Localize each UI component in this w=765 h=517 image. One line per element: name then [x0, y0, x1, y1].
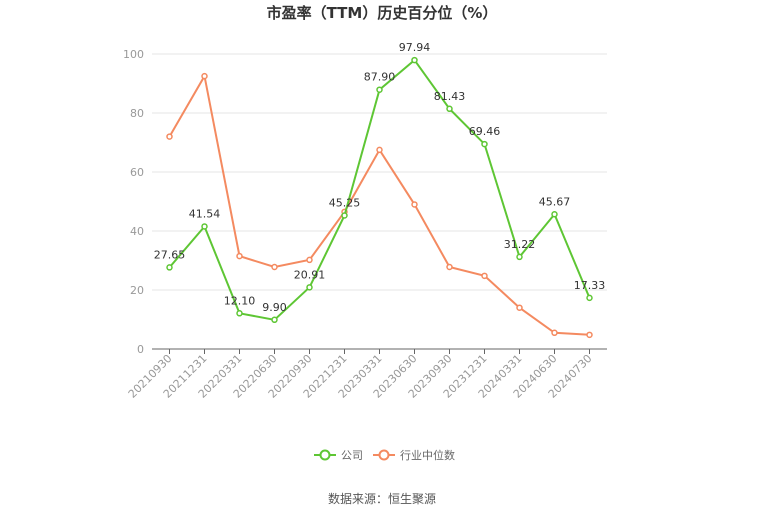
data-point-0[interactable] [586, 294, 593, 302]
y-axis: 0 20 40 60 80 100 [123, 48, 144, 356]
data-point-1[interactable] [201, 72, 208, 80]
legend-item-0[interactable]: 公司 [314, 449, 363, 462]
y-tick-label: 20 [130, 284, 144, 297]
data-label: 45.25 [329, 197, 361, 210]
data-point-0[interactable] [271, 316, 278, 324]
data-point-0[interactable] [341, 212, 348, 219]
data-point-0[interactable] [166, 264, 173, 271]
y-tick-label: 40 [130, 225, 144, 238]
legend-marker [319, 449, 331, 461]
data-point-1[interactable] [411, 201, 418, 208]
data-point-1[interactable] [481, 272, 488, 280]
data-point-1[interactable] [271, 263, 278, 271]
data-point-0[interactable] [236, 310, 243, 317]
legend-label: 公司 [341, 449, 363, 462]
data-point-0[interactable] [306, 284, 313, 291]
data-point-1[interactable] [516, 304, 523, 311]
chart-title: 市盈率（TTM）历史百分位（%） [267, 4, 498, 22]
data-point-1[interactable] [236, 252, 243, 260]
data-point-0[interactable] [446, 105, 453, 113]
data-point-0[interactable] [481, 140, 488, 148]
data-label: 87.90 [364, 71, 396, 84]
data-label: 27.65 [154, 248, 186, 261]
data-point-1[interactable] [446, 263, 453, 271]
data-point-1[interactable] [166, 133, 173, 140]
legend-item-1[interactable]: 行业中位数 [373, 448, 455, 462]
data-label: 12.10 [224, 294, 256, 307]
data-label: 45.67 [539, 195, 571, 208]
y-tick-label: 0 [137, 343, 144, 356]
data-point-0[interactable] [411, 56, 418, 64]
data-point-1[interactable] [586, 331, 593, 339]
data-label: 81.43 [434, 90, 466, 103]
y-tick-label: 60 [130, 166, 144, 179]
source-note: 数据来源：恒生聚源 [328, 491, 436, 506]
legend-label: 行业中位数 [400, 448, 455, 462]
y-tick-label: 100 [123, 48, 144, 61]
data-point-0[interactable] [201, 223, 208, 230]
legend-marker [378, 449, 390, 461]
data-label: 97.94 [399, 41, 431, 54]
x-axis: 2021093020211231202203312022063020220930… [126, 348, 607, 401]
data-point-1[interactable] [551, 329, 558, 337]
data-point-0[interactable] [551, 211, 558, 218]
legend[interactable]: 公司 行业中位数 [314, 448, 455, 462]
series-line-0 [168, 58, 591, 321]
data-label: 69.46 [469, 125, 501, 138]
data-label: 41.54 [189, 207, 221, 220]
y-tick-label: 80 [130, 107, 144, 120]
data-labels: 27.65 41.54 12.10 9.90 20.91 45.25 87.90 97.94 8… [154, 41, 606, 314]
data-point-1[interactable] [306, 256, 313, 264]
data-point-0[interactable] [376, 86, 383, 93]
data-point-0[interactable] [516, 253, 523, 261]
data-label: 31.22 [504, 238, 536, 251]
data-label: 20.91 [294, 268, 326, 281]
data-label: 17.33 [574, 279, 606, 292]
data-point-1[interactable] [376, 146, 383, 154]
series-lines [166, 56, 593, 339]
data-label: 9.90 [262, 301, 287, 314]
